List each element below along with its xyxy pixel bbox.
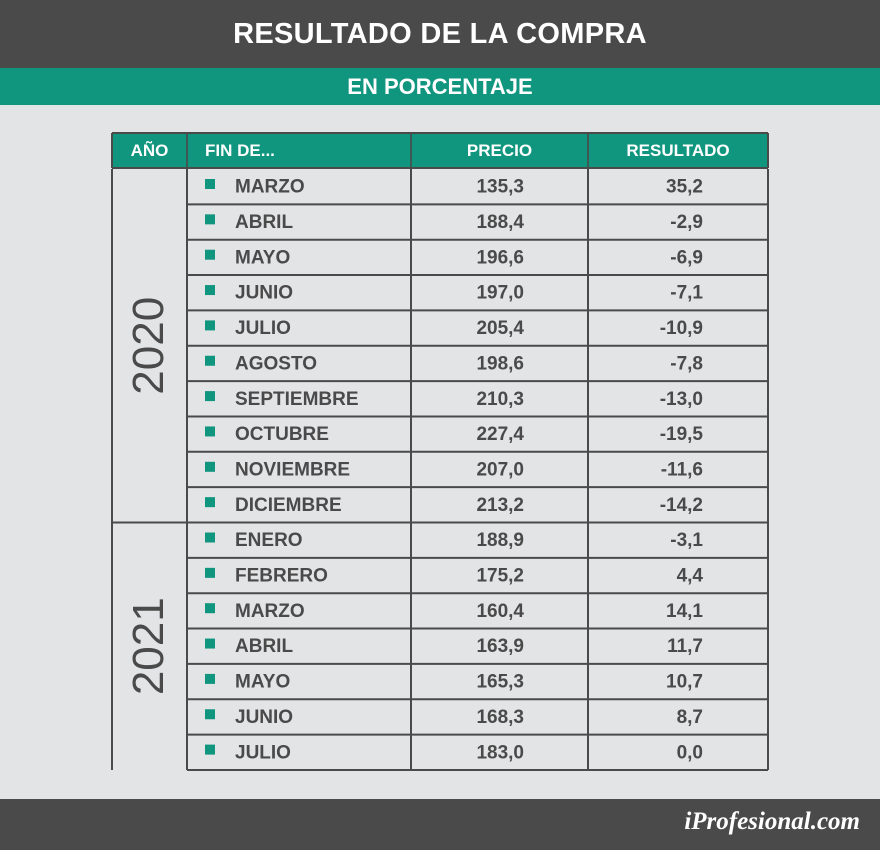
cell-precio: 196,6	[476, 247, 524, 268]
bullet-icon	[205, 355, 215, 366]
cell-resultado: 11,7	[667, 636, 703, 657]
footer-bar	[0, 799, 880, 850]
cell-precio: 175,2	[476, 566, 524, 587]
cell-resultado: -10,9	[660, 318, 703, 339]
bullet-icon	[205, 214, 215, 225]
cell-precio: 197,0	[476, 283, 524, 304]
chart-subtitle: EN PORCENTAJE	[347, 73, 533, 99]
cell-resultado: -13,0	[660, 389, 703, 410]
bullet-icon	[205, 532, 215, 543]
cell-month: MARZO	[235, 601, 305, 622]
bullet-icon	[205, 497, 215, 508]
cell-precio: 210,3	[476, 389, 524, 410]
bullet-icon	[205, 249, 215, 260]
subtitle-bar: EN PORCENTAJE	[0, 68, 880, 105]
cell-precio: 188,9	[476, 530, 524, 551]
cell-precio: 227,4	[476, 424, 524, 445]
cell-precio: 205,4	[476, 318, 524, 339]
cell-resultado: 0,0	[677, 742, 703, 763]
year-label: 2021	[124, 597, 173, 695]
cell-resultado: 8,7	[677, 707, 703, 728]
bullet-icon	[205, 461, 215, 472]
cell-month: JULIO	[235, 742, 291, 763]
cell-month: JUNIO	[235, 283, 293, 304]
cell-resultado: -6,9	[670, 247, 703, 268]
cell-precio: 163,9	[476, 636, 524, 657]
cell-month: JULIO	[235, 318, 291, 339]
cell-resultado: -2,9	[670, 212, 703, 233]
table-header-bg	[112, 133, 768, 168]
data-table: AÑO FIN DE... PRECIO RESULTADO MARZO 135,3 35,…	[111, 132, 769, 771]
cell-month: SEPTIEMBRE	[235, 389, 359, 410]
cell-precio: 188,4	[476, 212, 524, 233]
cell-precio: 207,0	[476, 459, 524, 480]
cell-resultado: -3,1	[670, 530, 703, 551]
cell-resultado: 35,2	[666, 177, 703, 198]
title-bar: RESULTADO DE LA COMPRA	[0, 0, 880, 68]
column-header-resultado: RESULTADO	[626, 141, 729, 160]
year-label: 2020	[124, 297, 173, 395]
cell-month: AGOSTO	[235, 353, 317, 374]
cell-resultado: 14,1	[666, 601, 703, 622]
bullet-icon	[205, 567, 215, 578]
cell-month: JUNIO	[235, 707, 293, 728]
cell-month: NOVIEMBRE	[235, 459, 350, 480]
bullet-icon	[205, 285, 215, 296]
column-header-ano: AÑO	[131, 140, 169, 160]
bullet-icon	[205, 673, 215, 684]
cell-resultado: -19,5	[660, 424, 704, 445]
cell-precio: 183,0	[476, 742, 524, 763]
bullet-icon	[205, 638, 215, 649]
cell-resultado: -7,8	[670, 353, 703, 374]
cell-resultado: -11,6	[661, 459, 703, 480]
bullet-icon	[205, 391, 215, 402]
cell-precio: 135,3	[476, 177, 524, 198]
cell-resultado: 4,4	[677, 566, 704, 587]
cell-resultado: -14,2	[660, 495, 703, 516]
chart-title: RESULTADO DE LA COMPRA	[233, 17, 647, 50]
bullet-icon	[205, 603, 215, 614]
cell-precio: 160,4	[476, 601, 524, 622]
cell-month: ENERO	[235, 530, 303, 551]
bullet-icon	[205, 179, 215, 189]
cell-month: MAYO	[235, 672, 290, 693]
cell-month: OCTUBRE	[235, 424, 329, 445]
cell-precio: 165,3	[476, 672, 524, 693]
cell-month: ABRIL	[235, 636, 293, 657]
cell-precio: 198,6	[476, 353, 524, 374]
cell-precio: 168,3	[476, 707, 524, 728]
cell-resultado: 10,7	[666, 672, 703, 693]
cell-precio: 213,2	[476, 495, 524, 516]
cell-month: MARZO	[235, 177, 305, 198]
cell-month: ABRIL	[235, 212, 293, 233]
cell-resultado: -7,1	[670, 283, 703, 304]
bullet-icon	[205, 426, 215, 437]
cell-month: DICIEMBRE	[235, 495, 342, 516]
cell-month: FEBRERO	[235, 566, 328, 587]
bullet-icon	[205, 320, 215, 331]
logo: iProfesional.com	[684, 808, 860, 835]
column-header-fin-de: FIN DE...	[205, 141, 275, 160]
column-header-precio: PRECIO	[467, 141, 532, 160]
bullet-icon	[205, 744, 215, 755]
bullet-icon	[205, 709, 215, 720]
cell-month: MAYO	[235, 247, 290, 268]
